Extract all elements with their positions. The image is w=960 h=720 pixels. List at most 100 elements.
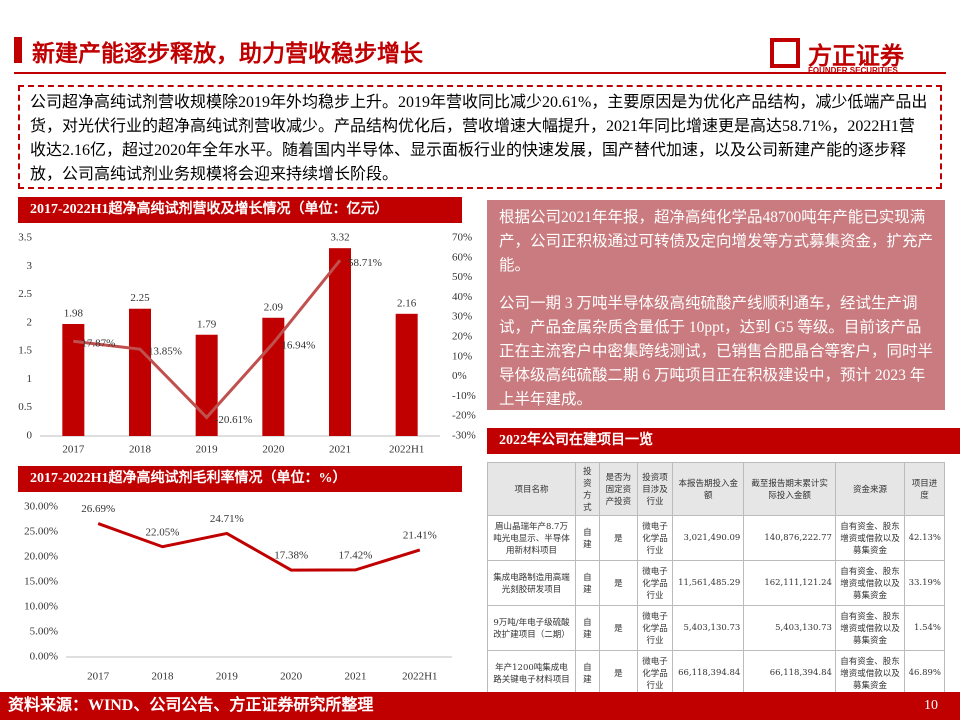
y-tick-label: 0 xyxy=(27,430,33,442)
y-tick-label: 5.00% xyxy=(30,626,58,638)
header-rule xyxy=(14,72,946,74)
x-tick-label: 2018 xyxy=(129,444,152,456)
x-tick-label: 2019 xyxy=(216,671,239,683)
table-cell: 是 xyxy=(598,560,638,606)
table-cell: 集成电路制造用高端光刻胶研发项目 xyxy=(487,560,576,606)
y-tick-label: 10.00% xyxy=(24,601,58,613)
table-cell: 自有资金、股东增资或借款以及募集资金 xyxy=(834,650,905,696)
table-cell: 162,111,121.24 xyxy=(743,560,836,606)
y-tick-label: 1.5 xyxy=(18,345,32,357)
panel-paragraph: 根据公司2021年年报，超净高纯化学品48700吨年产能已实现满产，公司正积极通… xyxy=(499,209,934,274)
table-cell: 自建 xyxy=(574,560,600,606)
y-tick-label: 70% xyxy=(452,232,472,244)
x-tick-label: 2022H1 xyxy=(402,671,437,683)
table-cell: 66,118,394.84 xyxy=(743,650,836,696)
panel-paragraph: 公司一期 3 万吨半导体级高纯硫酸产线顺利通车，经试生产调试，产品金属杂质含量低… xyxy=(499,295,934,408)
bar xyxy=(395,313,418,436)
table-cell: 自有资金、股东增资或借款以及募集资金 xyxy=(834,605,905,651)
table-cell: 是 xyxy=(598,650,638,696)
x-tick-label: 2021 xyxy=(345,671,367,683)
table-cell: 微电子化学品行业 xyxy=(636,560,674,606)
x-tick-label: 2017 xyxy=(87,671,110,683)
table-cell: 自建 xyxy=(574,515,600,561)
value-label: 17.42% xyxy=(339,549,373,561)
y-tick-label: 0.5 xyxy=(18,401,32,413)
table-row: 年产1200吨集成电路关键电子材料项目 自建是微电子化学品行业 66,118,394… xyxy=(487,650,946,696)
header-cell: 项目进度 xyxy=(903,462,946,516)
value-label: 26.69% xyxy=(81,503,115,515)
value-label: 2.25 xyxy=(130,292,150,304)
y-tick-label: 20% xyxy=(452,331,472,343)
table-cell: 3,021,490.09 xyxy=(672,515,745,561)
y-tick-label: 0% xyxy=(452,370,467,382)
header-cell: 资金来源 xyxy=(834,462,905,516)
page-number: 10 xyxy=(924,698,938,713)
header-cell: 本报告期投入金额 xyxy=(672,462,745,516)
logo-name: 方正证券 xyxy=(808,42,904,70)
x-tick-label: 2019 xyxy=(196,444,219,456)
value-label: 2.09 xyxy=(264,301,284,313)
table-cell: 自建 xyxy=(574,605,600,651)
table-title: 2022年公司在建项目一览 xyxy=(487,428,960,454)
header-cell: 项目名称 xyxy=(487,462,576,516)
chart-title: 2017-2022H1超净高纯试剂营收及增长情况（单位：亿元） xyxy=(18,197,462,223)
value-label: -20.61% xyxy=(215,414,253,426)
y-tick-label: 10% xyxy=(452,350,472,362)
value-label: 13.85% xyxy=(148,346,182,358)
table-cell: 46.89% xyxy=(903,650,946,696)
x-tick-label: 2018 xyxy=(152,671,175,683)
y-tick-label: 2 xyxy=(27,316,33,328)
y-tick-label: 30% xyxy=(452,311,472,323)
bar xyxy=(329,248,351,436)
table-cell: 微电子化学品行业 xyxy=(636,515,674,561)
value-label: 1.98 xyxy=(64,308,84,320)
table-cell: 自有资金、股东增资或借款以及募集资金 xyxy=(834,515,905,561)
table-cell: 眉山晶瑞年产8.7万吨光电显示、半导体用新材料项目 xyxy=(487,515,576,561)
table-cell: 66,118,394.84 xyxy=(672,650,745,696)
value-label: 21.41% xyxy=(403,529,437,541)
table-cell: 140,876,222.77 xyxy=(743,515,836,561)
value-label: 3.32 xyxy=(330,232,349,244)
table-cell: 9万吨/年电子级硫酸改扩建项目（二期） xyxy=(487,605,576,651)
table-cell: 是 xyxy=(598,605,638,651)
y-tick-label: 25.00% xyxy=(24,526,58,538)
table-cell: 自建 xyxy=(574,650,600,696)
table-row: 眉山晶瑞年产8.7万吨光电显示、半导体用新材料项目 自建是微电子化学品行业 3,02… xyxy=(487,515,946,561)
y-tick-label: 0.00% xyxy=(30,651,58,663)
table-cell: 1.54% xyxy=(903,605,946,651)
line xyxy=(73,259,342,420)
chart-title: 2017-2022H1超净高纯试剂毛利率情况（单位：%） xyxy=(18,466,462,492)
y-tick-label: 20.00% xyxy=(24,551,58,563)
y-tick-label: -30% xyxy=(452,430,476,442)
value-label: 1.79 xyxy=(197,318,217,330)
x-tick-label: 2017 xyxy=(62,444,85,456)
table-cell: 年产1200吨集成电路关键电子材料项目 xyxy=(487,650,576,696)
logo-icon xyxy=(770,38,800,68)
table-cell: 微电子化学品行业 xyxy=(636,650,674,696)
y-tick-label: 60% xyxy=(452,251,472,263)
table-cell: 5,403,130.73 xyxy=(743,605,836,651)
header-cell: 投资方式 xyxy=(574,462,600,516)
y-tick-label: -20% xyxy=(452,410,476,422)
logo-subname: FOUNDER SECURITIES xyxy=(808,66,898,75)
header-cell: 截至报告期末累计实际投入金额 xyxy=(743,462,836,516)
table-cell: 是 xyxy=(598,515,638,561)
bar xyxy=(129,308,151,436)
bar xyxy=(62,323,85,436)
header-cell: 是否为固定资产投资 xyxy=(598,462,638,516)
x-tick-label: 2020 xyxy=(262,444,285,456)
x-tick-label: 2021 xyxy=(329,444,351,456)
table-row: 集成电路制造用高端光刻胶研发项目 自建是微电子化学品行业 11,561,485.29… xyxy=(487,560,946,606)
y-tick-label: 3 xyxy=(27,260,33,272)
y-tick-label: 1 xyxy=(27,373,33,385)
value-label: 16.94% xyxy=(281,340,315,352)
y-tick-label: 40% xyxy=(452,291,472,303)
y-tick-label: 50% xyxy=(452,271,472,283)
slide-title: 新建产能逐步释放，助力营收稳步增长 xyxy=(32,41,423,67)
summary: 公司超净高纯试剂营收规模除2019年外均稳步上升。2019年营收同比减少20.6… xyxy=(18,85,942,189)
y-tick-label: 2.5 xyxy=(18,288,32,300)
value-label: 58.71% xyxy=(348,257,382,269)
table-cell: 42.13% xyxy=(903,515,946,561)
value-label: 22.05% xyxy=(146,526,180,538)
